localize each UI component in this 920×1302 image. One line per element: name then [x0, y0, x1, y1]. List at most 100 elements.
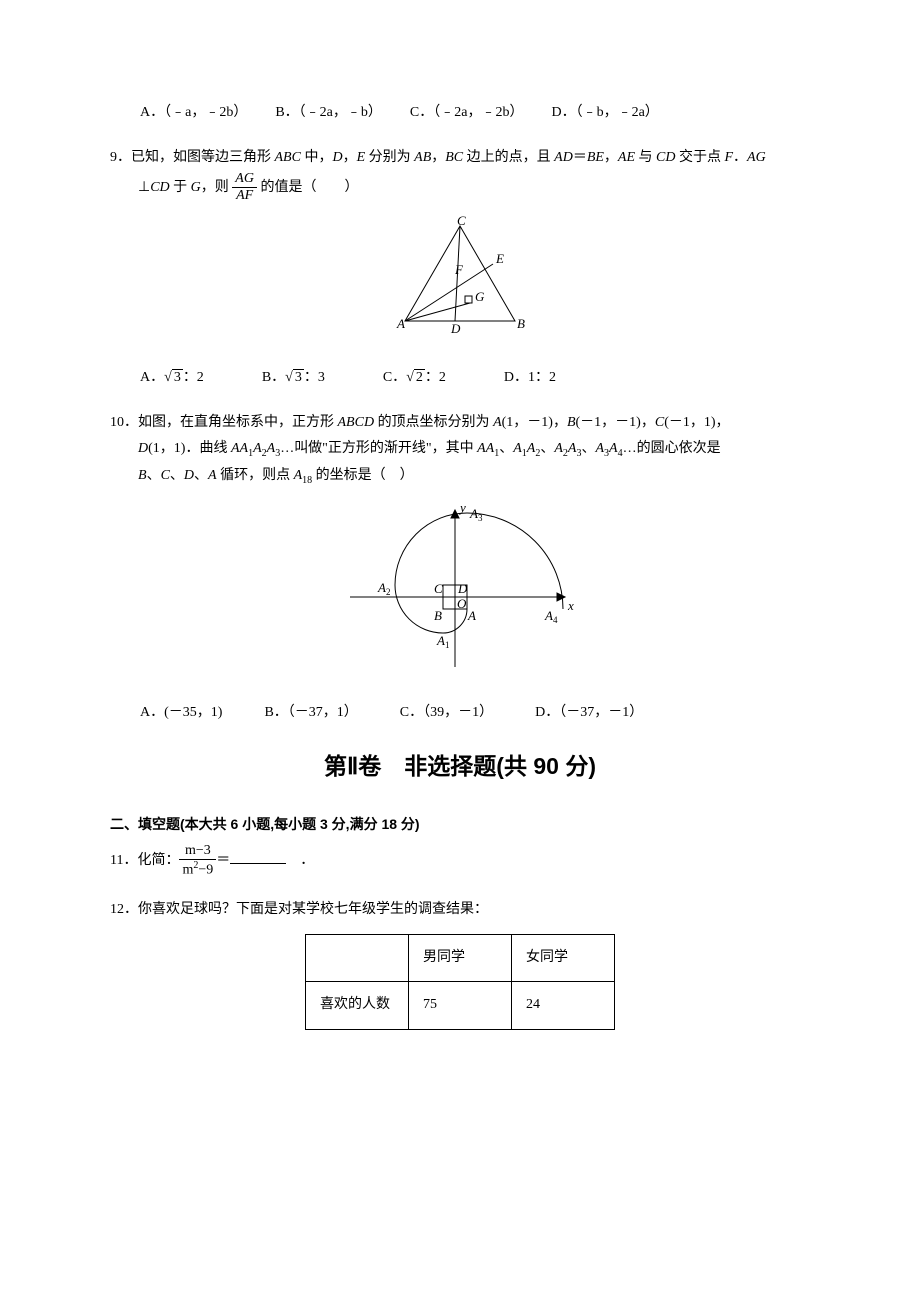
q12-r1c3: 24: [512, 982, 615, 1030]
q10-A18s: 18: [302, 475, 312, 486]
q10-fig-C: C: [434, 581, 443, 596]
q9-fig-F: F: [454, 262, 464, 277]
q10-A: A: [493, 415, 502, 430]
q9-fig-G: G: [475, 289, 485, 304]
q10-Bc: (－1，－1)，: [576, 415, 655, 430]
q9-ab: AB: [414, 150, 431, 165]
q12-text: 12．你喜欢足球吗？下面是对某学校七年级学生的调查结果：: [110, 897, 810, 924]
q10-options: A．(－35，1) B．（－37，1） C．（39，－1） D．（－37，－1）: [140, 700, 810, 727]
q9-c3: ，: [604, 150, 618, 165]
q9-fraction: AGAF: [232, 171, 257, 204]
q11-pre: 11．化简：: [110, 853, 179, 868]
q11-fraction: m−3m2−9: [179, 843, 216, 879]
q11-den: m2−9: [179, 860, 216, 879]
q10-line1: 10．如图，在直角坐标系中，正方形 ABCD 的顶点坐标分别为 A(1，－1)，…: [110, 410, 810, 437]
q10-fig-O: O: [457, 596, 467, 611]
q12: 12．你喜欢足球吗？下面是对某学校七年级学生的调查结果： 男同学 女同学 喜欢的…: [110, 897, 810, 1030]
q10-a4b: A: [609, 441, 618, 456]
q10-Cc: (－1，1)，: [664, 415, 729, 430]
q10-fig-A4s: 4: [553, 615, 558, 625]
q10-fig-A3: A: [469, 506, 478, 521]
q10-d1: …叫做"正方形的渐开线"，其中: [280, 441, 477, 456]
q9-t5: 与: [635, 150, 656, 165]
q9-fig-E: E: [495, 251, 504, 266]
q9-figure: C A B D E F G: [110, 216, 810, 347]
q10-fig-A3s: 3: [478, 513, 483, 523]
q10-fig-A2s: 2: [386, 587, 391, 597]
q9-fig-C: C: [457, 216, 466, 228]
q11: 11．化简：m−3m2−9＝ ．: [110, 843, 810, 879]
q10-D: D: [138, 441, 148, 456]
q10-option-b[interactable]: B．（－37，1）: [264, 700, 357, 727]
q9-bc: BC: [445, 150, 463, 165]
q10-B: B: [567, 415, 576, 430]
q9-frac-den: AF: [232, 188, 257, 204]
q9-option-c[interactable]: C．2：2: [383, 365, 446, 392]
q10-line2: D(1，1)．曲线 AA1A2A3…叫做"正方形的渐开线"，其中 AA1、A1A…: [138, 436, 810, 463]
q10-fig-B: B: [434, 608, 442, 623]
q9-cd2: CD: [150, 180, 169, 195]
q10-l3b: C: [161, 468, 170, 483]
q9-oc-pre: C．: [383, 370, 406, 385]
q10-fig-A4: A: [544, 608, 553, 623]
q11-blank[interactable]: [230, 849, 286, 864]
svg-text:A3: A3: [469, 506, 483, 523]
q10-l3f: 的坐标是（ ）: [312, 468, 414, 483]
q9-tail: 的值是（ ）: [257, 180, 359, 195]
svg-text:A1: A1: [436, 633, 449, 650]
q9-oa-post: ：2: [183, 370, 204, 385]
q9-t6: 交于点: [675, 150, 724, 165]
q9-oc-post: ：2: [425, 370, 446, 385]
q9-t2: 中，: [301, 150, 333, 165]
q10-A18: A: [294, 468, 303, 483]
q12-table: 男同学 女同学 喜欢的人数 75 24: [305, 934, 615, 1030]
q10-Ac: (1，－1)，: [502, 415, 567, 430]
q10-C: C: [655, 415, 664, 430]
q9-fig-D: D: [450, 321, 461, 336]
q8-option-a[interactable]: A．（﹣a，﹣2b）: [140, 100, 247, 127]
q8-option-d[interactable]: D．（﹣b，﹣2a）: [551, 100, 658, 127]
q9-fig-A: A: [396, 316, 405, 331]
q8-option-c[interactable]: C．（﹣2a，﹣2b）: [410, 100, 524, 127]
q9-e: E: [357, 150, 366, 165]
q9-option-b[interactable]: B．3：3: [262, 365, 325, 392]
q10-fig-D: D: [457, 581, 468, 596]
q10-option-c[interactable]: C．（39，－1）: [400, 700, 493, 727]
q9-at: 于: [170, 180, 191, 195]
q11-den-l: m: [182, 863, 193, 878]
svg-text:A4: A4: [544, 608, 558, 625]
q9-f: F: [724, 150, 733, 165]
q9-option-d[interactable]: D．1：2: [504, 365, 556, 392]
q10-line3: B、C、D、A 循环，则点 A18 的坐标是（ ）: [138, 463, 810, 490]
q9-oa-sqrt: 3: [172, 369, 183, 385]
q9-options: A．3：2 B．3：3 C．2：2 D．1：2: [140, 365, 810, 392]
q9-ob-sqrt: 3: [293, 369, 304, 385]
q9-p1: ．: [733, 150, 747, 165]
q10-sp5: 、: [170, 468, 184, 483]
q9-ag: AG: [747, 150, 766, 165]
q10-a2a: A: [513, 441, 522, 456]
q10-option-a[interactable]: A．(－35，1): [140, 700, 222, 727]
q12-r1c1: 喜欢的人数: [306, 982, 409, 1030]
q8-option-b[interactable]: B．（﹣2a，﹣b）: [275, 100, 382, 127]
q12-h2: 男同学: [409, 934, 512, 982]
q9-option-a[interactable]: A． 3：2: [140, 365, 204, 392]
q9-frac-num: AG: [232, 171, 257, 188]
q9-be: BE: [587, 150, 604, 165]
q12-r1c2: 75: [409, 982, 512, 1030]
q9-oa-pre: A．: [140, 370, 164, 385]
q9-eq: ＝: [573, 150, 587, 165]
q10-fig-x: x: [567, 598, 574, 613]
q9-t4: 边上的点，且: [463, 150, 554, 165]
q9-abc: ABC: [275, 150, 301, 165]
q10-a1a: AA: [477, 441, 494, 456]
q11-den-r: −9: [198, 863, 213, 878]
q9-d: D: [332, 150, 342, 165]
q10-l3e: 循环，则点: [217, 468, 294, 483]
q10-fig-A1s: 1: [445, 640, 450, 650]
q10-option-d[interactable]: D．（－37，－1）: [535, 700, 643, 727]
q9-g: G: [191, 180, 201, 195]
q11-num: m−3: [179, 843, 216, 860]
q10-t2: 的顶点坐标分别为: [374, 415, 493, 430]
q9-ob-pre: B．: [262, 370, 285, 385]
